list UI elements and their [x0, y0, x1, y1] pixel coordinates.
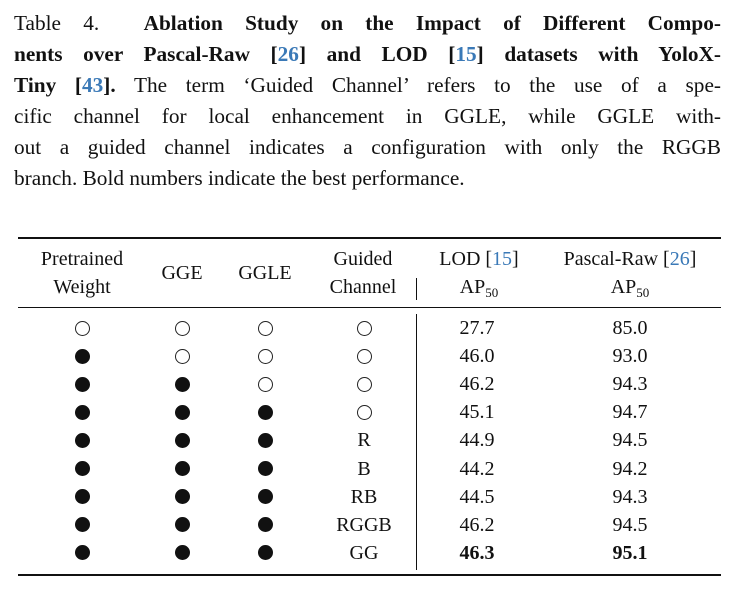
header-separator [416, 278, 417, 300]
citation-yolox[interactable]: 43 [81, 73, 104, 97]
filled-circle-icon [74, 489, 90, 505]
cell-lod-ap50: 46.3 [459, 541, 495, 564]
filled-circle-icon [74, 461, 90, 476]
table-label: Table 4. [14, 11, 100, 35]
table-bottom-rule [18, 574, 721, 576]
caption-line-6: branch. Bold numbers indicate the best p… [14, 166, 465, 190]
filled-circle-icon [174, 376, 190, 392]
filled-circle-icon [174, 432, 190, 448]
cell-pascal-ap50: 94.2 [612, 457, 648, 480]
filled-circle-icon [74, 517, 90, 533]
header-guided-channel: Guided Channel [329, 248, 397, 298]
cell-pascal-ap50: 93.0 [612, 345, 648, 368]
filled-circle-icon [257, 489, 273, 505]
filled-circle-icon [174, 404, 190, 420]
caption-line-3: Tiny [43]. The term ‘Guided Channel’ ref… [14, 73, 721, 97]
open-circle-icon [257, 376, 273, 392]
caption-title-1: Ablation Study on the Impact of Differen… [143, 11, 721, 35]
header-ggle: GGLE [238, 262, 292, 284]
filled-circle-icon [257, 461, 273, 476]
open-circle-icon [174, 320, 190, 336]
filled-circle-icon [174, 545, 190, 561]
open-circle-icon [257, 320, 273, 336]
cell-lod-ap50: 44.5 [459, 485, 495, 508]
cell-lod-ap50: 46.2 [459, 373, 495, 396]
citation-pascal-header[interactable]: 26 [669, 248, 690, 270]
cell-lod-ap50: 44.9 [459, 429, 495, 452]
filled-circle-icon [257, 545, 273, 561]
open-circle-icon [356, 348, 372, 364]
header-lod: LOD [15] AP50 [439, 248, 519, 300]
cell-lod-ap50: 45.1 [459, 401, 495, 424]
caption-line-5: out a guided channel indicates a configu… [14, 135, 721, 159]
filled-circle-icon [257, 404, 273, 420]
table-caption: Table 4. Ablation Study on the Impact of… [14, 8, 721, 194]
cell-pascal-ap50: 94.5 [612, 429, 648, 452]
cell-lod-ap50: 46.2 [459, 513, 495, 536]
cell-pascal-ap50: 94.3 [612, 373, 648, 396]
filled-circle-icon [74, 545, 90, 561]
cell-guided-channel: RB [350, 485, 378, 508]
citation-pascal[interactable]: 26 [277, 42, 299, 66]
filled-circle-icon [174, 489, 190, 505]
cell-lod-ap50: 44.2 [459, 457, 495, 480]
filled-circle-icon [174, 517, 190, 533]
table-header-rule [18, 307, 721, 309]
filled-circle-icon [74, 404, 90, 420]
body-separator [416, 314, 417, 570]
citation-lod[interactable]: 15 [455, 42, 477, 66]
caption-line-1: Table 4. Ablation Study on the Impact of… [14, 8, 721, 39]
filled-circle-icon [257, 517, 273, 533]
cell-guided-channel: RGGB [336, 513, 392, 536]
open-circle-icon [174, 348, 190, 364]
caption-line-2: nents over Pascal-Raw [26] and LOD [15] … [14, 42, 721, 66]
filled-circle-icon [74, 348, 90, 364]
open-circle-icon [74, 320, 90, 336]
header-pascal-raw: Pascal-Raw [26] AP50 [563, 248, 697, 300]
header-gge: GGE [161, 262, 203, 284]
filled-circle-icon [74, 432, 90, 448]
open-circle-icon [356, 320, 372, 336]
cell-lod-ap50: 46.0 [459, 345, 495, 368]
filled-circle-icon [257, 432, 273, 448]
cell-guided-channel: B [357, 457, 371, 480]
filled-circle-icon [74, 376, 90, 392]
cell-pascal-ap50: 94.3 [612, 485, 648, 508]
filled-circle-icon [174, 461, 190, 476]
cell-pascal-ap50: 95.1 [612, 541, 648, 564]
table-top-rule [18, 237, 721, 239]
open-circle-icon [257, 348, 273, 364]
cell-pascal-ap50: 94.5 [612, 513, 648, 536]
open-circle-icon [356, 376, 372, 392]
open-circle-icon [356, 404, 372, 420]
header-pretrained: Pretrained Weight [40, 248, 124, 298]
caption-line-4: cific channel for local enhancement in G… [14, 104, 721, 128]
cell-lod-ap50: 27.7 [459, 317, 495, 339]
cell-guided-channel: GG [349, 541, 379, 564]
citation-lod-header[interactable]: 15 [492, 248, 513, 270]
cell-pascal-ap50: 94.7 [612, 401, 648, 424]
cell-pascal-ap50: 85.0 [612, 317, 648, 339]
cell-guided-channel: R [357, 429, 371, 452]
